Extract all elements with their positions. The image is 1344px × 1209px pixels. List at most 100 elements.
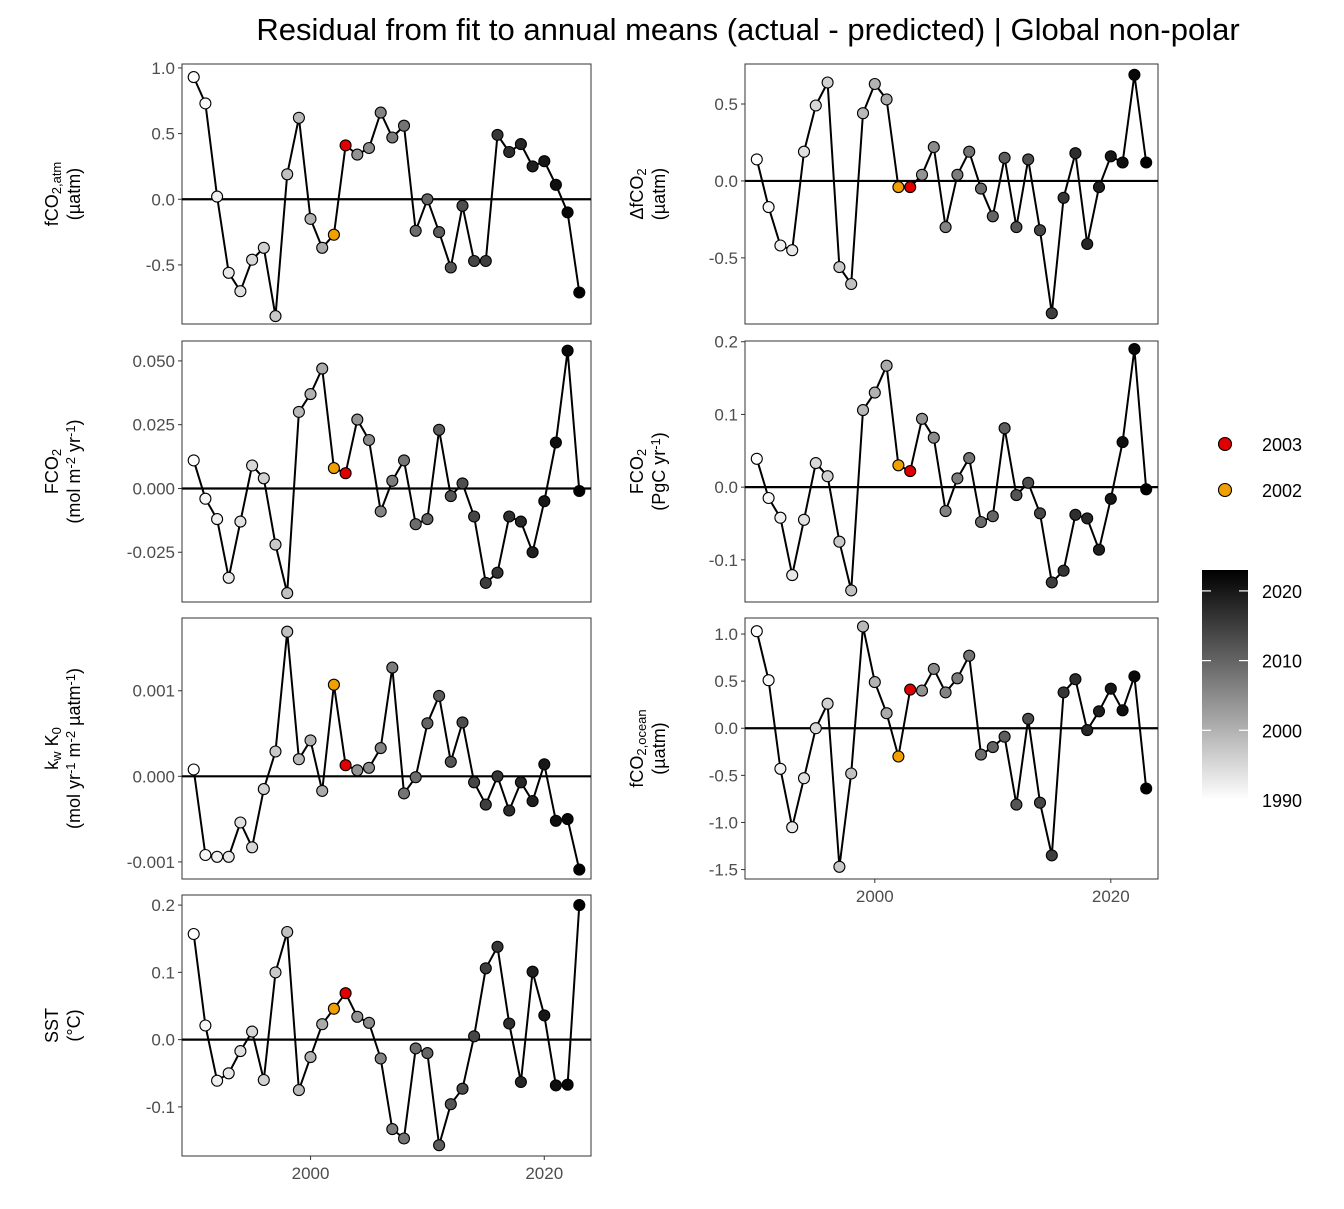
data-point-1995: [246, 253, 259, 266]
data-point-2000: [868, 77, 881, 91]
data-point-2007: [386, 131, 399, 144]
data-point-1996: [257, 472, 270, 485]
data-point-2023: [573, 286, 586, 299]
data-point-2006: [374, 1052, 387, 1065]
data-point-1991: [762, 491, 775, 505]
data-point-2008: [963, 145, 976, 158]
data-point-2002: [892, 459, 905, 472]
data-point-2012: [444, 1098, 457, 1111]
panel-kw-k0: 0.001 0.000 -0.001 kw K0(mol yr-1 m-2 µatm-…: [42, 617, 592, 880]
data-point-1991: [199, 97, 212, 110]
data-point-2011: [998, 151, 1011, 164]
data-point-2016: [491, 566, 504, 579]
data-point-2003: [339, 987, 352, 1000]
data-point-2003: [339, 467, 352, 480]
data-point-2020: [538, 155, 551, 168]
data-point-2003: [904, 465, 917, 478]
data-point-2004: [915, 684, 929, 697]
y-tick-label: -0.5: [146, 256, 175, 275]
data-point-2001: [316, 1018, 329, 1031]
data-point-2017: [503, 1017, 516, 1030]
data-point-2001: [880, 707, 893, 720]
y-tick-label: 0.000: [132, 767, 175, 786]
data-point-2003: [339, 759, 352, 772]
data-point-2000: [304, 734, 317, 747]
y-tick-label: 0.5: [714, 672, 738, 691]
data-point-2017: [503, 804, 516, 817]
data-point-2001: [316, 362, 329, 375]
y-axis-label: FCO2(PgC yr-1): [627, 432, 669, 511]
y-tick-label: -0.025: [127, 543, 175, 562]
y-axis-label: fCO2,atm(µatm): [42, 162, 84, 227]
series-line: [755, 73, 1148, 315]
gradient-bar: [1202, 570, 1248, 800]
data-point-2005: [927, 141, 940, 154]
data-point-1997: [269, 310, 282, 323]
y-axis-label: fCO2,ocean(µatm): [627, 709, 669, 787]
data-point-2016: [491, 940, 504, 953]
data-point-1990: [750, 153, 763, 166]
data-point-1993: [786, 244, 799, 257]
data-point-2006: [374, 742, 387, 755]
data-point-2021: [1116, 704, 1129, 717]
data-point-2017: [1069, 147, 1082, 160]
data-point-1998: [281, 625, 294, 638]
data-point-2007: [386, 1123, 399, 1136]
panel-border: [744, 617, 1159, 880]
data-point-1997: [269, 966, 282, 979]
data-point-2000: [868, 676, 881, 689]
y-tick-label: -1.0: [709, 813, 738, 832]
data-point-2014: [468, 254, 481, 268]
data-point-1994: [234, 816, 247, 829]
data-point-1999: [292, 111, 305, 124]
data-point-1991: [199, 492, 212, 505]
data-point-1997: [833, 860, 846, 873]
data-point-2011: [433, 1139, 446, 1152]
x-tick-label: 2000: [856, 887, 894, 906]
data-point-2017: [1069, 508, 1082, 521]
data-point-2009: [409, 518, 422, 531]
data-point-1996: [257, 783, 270, 796]
data-point-1994: [797, 145, 811, 158]
x-tick-label: 2020: [525, 1164, 563, 1183]
data-point-2004: [351, 148, 364, 161]
data-point-2015: [1045, 307, 1058, 320]
data-point-2020: [538, 758, 551, 771]
data-point-1992: [211, 850, 224, 863]
data-point-2011: [433, 423, 446, 436]
data-point-1993: [222, 266, 235, 279]
data-point-2007: [386, 474, 399, 487]
legend-key-2002: [1217, 482, 1233, 498]
data-point-2005: [362, 1016, 376, 1029]
data-point-2013: [456, 477, 469, 490]
data-point-2018: [1081, 512, 1094, 525]
data-point-2010: [421, 1047, 434, 1060]
y-tick-label: -1.5: [709, 861, 738, 880]
data-point-1992: [774, 239, 787, 252]
data-point-1992: [211, 513, 224, 526]
data-point-2007: [951, 672, 964, 685]
data-point-1996: [821, 697, 834, 710]
gradient-label: 2020: [1262, 582, 1302, 602]
series-line: [755, 625, 1148, 868]
data-point-2004: [351, 413, 364, 426]
y-tick-label: 0.0: [151, 1031, 175, 1050]
panel-fco2-flux-area: 0.050 0.025 0.000 -0.025 FCO2(mol m-2 yr-1): [42, 340, 592, 603]
data-point-1998: [845, 584, 858, 597]
data-point-2001: [316, 784, 329, 797]
data-point-2000: [868, 386, 881, 399]
data-point-2020: [538, 495, 551, 508]
series-line: [192, 905, 581, 1147]
y-axis-label: kw K0(mol yr-1 m-2 µatm-1): [42, 668, 84, 829]
data-point-2002: [892, 750, 905, 763]
y-tick-label: 0.1: [151, 963, 175, 982]
data-point-2015: [479, 576, 492, 589]
data-point-2023: [573, 863, 586, 876]
data-point-2009: [974, 748, 988, 761]
data-point-2018: [514, 776, 527, 789]
data-point-2012: [1010, 489, 1023, 502]
data-point-2016: [491, 128, 504, 141]
data-point-2014: [1033, 224, 1047, 237]
data-point-1996: [821, 470, 834, 483]
panel-border: [744, 340, 1159, 603]
